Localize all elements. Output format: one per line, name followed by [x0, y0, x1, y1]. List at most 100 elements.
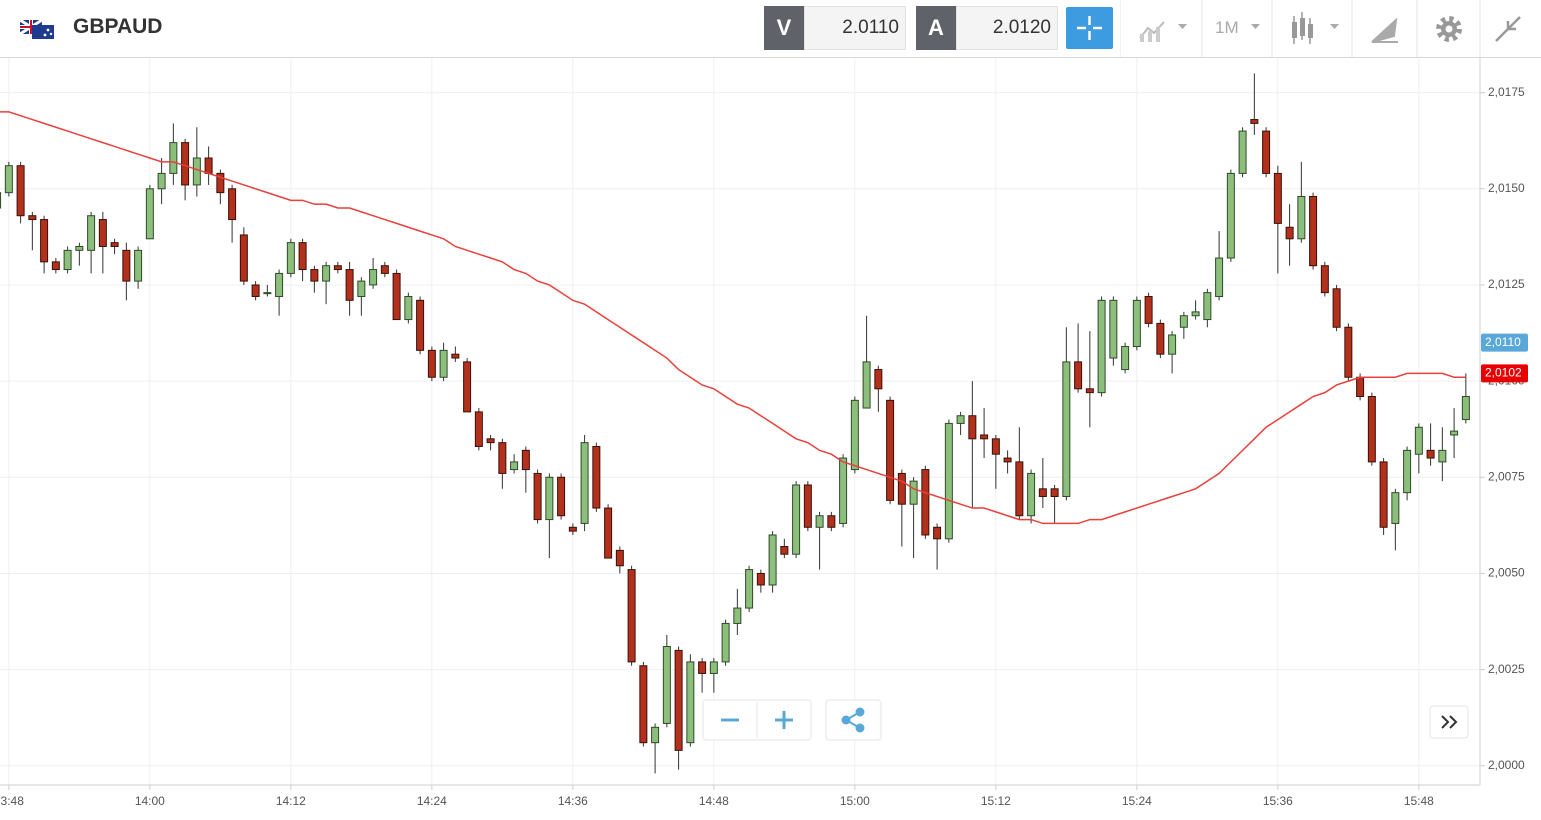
candle-body [968, 415, 977, 440]
candle-body [1179, 315, 1188, 328]
plot-area [0, 73, 1470, 774]
candle-body [651, 726, 660, 744]
candle-body [286, 242, 295, 274]
candle-body [1097, 299, 1106, 394]
candle-body [604, 507, 613, 559]
candle-body [357, 280, 366, 297]
candle-body [1168, 334, 1177, 355]
sell-price-text: 2.0110 [842, 17, 899, 38]
x-tick-label: 15:00 [840, 794, 870, 808]
candle-body [533, 472, 542, 521]
candle-body [592, 446, 601, 509]
candle-body [1238, 130, 1247, 174]
candle-body [1027, 472, 1036, 517]
y-tick-label: 2,0125 [1488, 277, 1525, 291]
timeframe-arrow[interactable] [1251, 24, 1260, 29]
candle-body [921, 469, 930, 536]
candle-body [392, 272, 401, 321]
candle-body [1250, 119, 1259, 124]
candle-body [803, 484, 812, 528]
candle-body [416, 299, 425, 351]
x-tick-label: 14:00 [135, 794, 165, 808]
candle-body [122, 249, 131, 282]
chart-type-button[interactable] [1139, 21, 1187, 42]
draw-button[interactable] [1371, 17, 1398, 43]
zoom-controls [702, 699, 1469, 741]
candle-body [369, 269, 378, 286]
x-tick-label: 15:36 [1263, 794, 1293, 808]
timeframe[interactable]: 1M [1215, 18, 1239, 37]
share-button[interactable] [841, 707, 865, 733]
candle-body [827, 515, 836, 528]
candle-body [75, 245, 84, 251]
candle-body [451, 353, 460, 359]
candle-body [1144, 295, 1153, 324]
candle-body [1038, 488, 1047, 498]
candle-body [1379, 461, 1388, 528]
candle-body [169, 142, 178, 174]
candle-body [510, 461, 519, 471]
candle-body [1309, 195, 1318, 267]
candle-body [333, 265, 342, 271]
sell-price[interactable]: 2.0110 [804, 6, 906, 50]
candle-body [322, 265, 331, 282]
candle-body [874, 369, 883, 390]
candle-body [463, 361, 472, 413]
crosshair-button[interactable] [1066, 7, 1113, 49]
candle-body [486, 438, 495, 444]
candle-body [1273, 172, 1282, 224]
candle-body [1203, 292, 1212, 321]
candle-body [1461, 395, 1470, 421]
candle-body [780, 546, 789, 555]
y-tick-label: 2,0075 [1488, 469, 1525, 483]
candle-body [615, 549, 624, 567]
sell-label[interactable]: V [764, 6, 804, 50]
candle-body [1109, 299, 1118, 359]
candle-body [709, 661, 718, 674]
candle-body [627, 569, 636, 663]
buy-price[interactable]: 2.0120 [956, 6, 1058, 50]
candle-body [192, 157, 201, 186]
candle-body [439, 349, 448, 378]
scroll-latest-button[interactable] [1441, 715, 1458, 729]
candle-body [98, 219, 107, 247]
x-tick-label: 14:48 [699, 794, 729, 808]
y-tick-label: 2,0175 [1488, 85, 1525, 99]
candle-body [745, 569, 754, 609]
buy-label[interactable]: A [916, 6, 956, 50]
candle-body [1050, 488, 1059, 498]
x-tick-label: 15:12 [981, 794, 1011, 808]
candle-body [1403, 449, 1412, 494]
candle-body [204, 157, 213, 174]
candle-body [756, 572, 765, 586]
candle-body [474, 411, 483, 448]
axes: 2,00002,00252,00502,00752,01002,01252,01… [0, 85, 1528, 808]
candle-body [1074, 361, 1083, 390]
candle-body [16, 165, 25, 217]
candle-body [545, 476, 554, 521]
candle-body [886, 399, 895, 501]
zoom-in-button[interactable] [775, 711, 793, 729]
candle-body [1262, 130, 1271, 174]
candle-body [63, 249, 72, 271]
grid [0, 58, 1480, 785]
candle-body [909, 480, 918, 505]
candle-body [839, 457, 848, 524]
buy-price-text: 2.0120 [992, 17, 1051, 38]
candle-body [345, 269, 354, 301]
candle-type-button[interactable] [1292, 12, 1339, 44]
candle-body [850, 399, 859, 471]
collapse-button[interactable] [1495, 16, 1521, 42]
candle-body [792, 484, 801, 555]
candle-body [1414, 426, 1423, 455]
candle-body [568, 526, 577, 532]
candle-body [1132, 299, 1141, 347]
candle-body [51, 261, 60, 271]
settings-button[interactable] [1436, 16, 1462, 42]
moving-average-line [0, 111, 1466, 525]
candle-body [1332, 288, 1341, 328]
candle-body [698, 661, 707, 674]
candle-body [1450, 430, 1459, 436]
